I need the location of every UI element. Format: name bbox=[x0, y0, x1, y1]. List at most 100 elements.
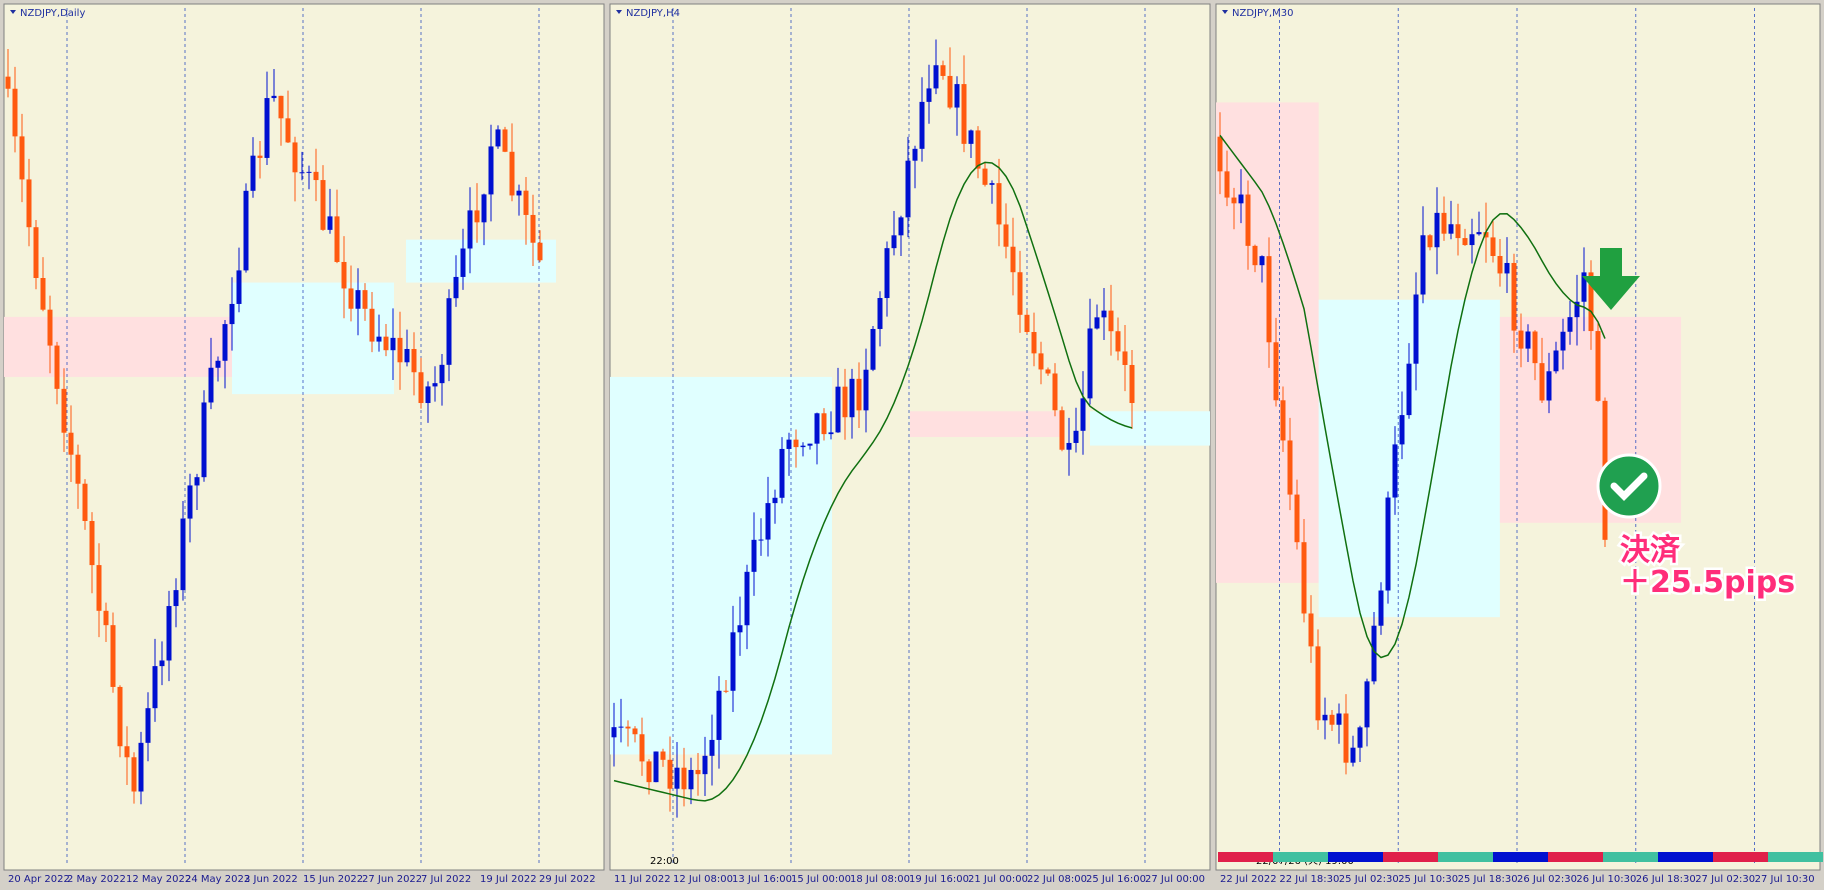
candle-body bbox=[523, 190, 529, 215]
candle-body bbox=[124, 746, 130, 758]
x-axis-label: 25 Jul 02:30 bbox=[1339, 874, 1399, 885]
candle-body bbox=[54, 345, 60, 389]
candle-body bbox=[1420, 235, 1426, 295]
candle-body bbox=[96, 565, 102, 611]
candle-body bbox=[1588, 272, 1594, 332]
candle-body bbox=[173, 590, 179, 607]
candle-body bbox=[912, 148, 918, 161]
candle-body bbox=[334, 216, 340, 262]
candle-body bbox=[1525, 331, 1531, 349]
candle-body bbox=[313, 171, 319, 181]
candle-body bbox=[264, 98, 270, 158]
x-axis-label: 11 Jul 2022 bbox=[614, 874, 671, 885]
zone-box bbox=[1216, 102, 1319, 583]
x-axis-label: 22 Jul 08:00 bbox=[1027, 874, 1087, 885]
candle-body bbox=[835, 386, 841, 433]
candle-body bbox=[723, 690, 729, 692]
candle-body bbox=[292, 142, 298, 173]
candle-body bbox=[1280, 400, 1286, 441]
candle-body bbox=[355, 290, 361, 309]
menu-marker bbox=[10, 10, 16, 14]
candle-body bbox=[1371, 625, 1377, 682]
candle-body bbox=[660, 751, 666, 760]
candle-body bbox=[1553, 350, 1559, 372]
x-axis-label: 15 Jun 2022 bbox=[303, 874, 363, 885]
check-mark bbox=[1610, 472, 1648, 501]
candle-body bbox=[1539, 363, 1545, 401]
candle-body bbox=[940, 65, 946, 76]
candle-body bbox=[1441, 212, 1447, 234]
candle-body bbox=[1350, 747, 1356, 763]
candle-body bbox=[215, 360, 221, 368]
signal-strip bbox=[1713, 852, 1768, 862]
candle-body bbox=[278, 95, 284, 119]
x-axis-label: 3 Jun 2022 bbox=[244, 874, 298, 885]
candle-body bbox=[1413, 294, 1419, 364]
candle-body bbox=[863, 369, 869, 411]
candle-body bbox=[1392, 444, 1398, 498]
signal-strip bbox=[1603, 852, 1658, 862]
candle-body bbox=[646, 761, 652, 783]
candle-body bbox=[856, 378, 862, 411]
x-axis-label: 29 Jul 2022 bbox=[539, 874, 596, 885]
candle-body bbox=[1308, 613, 1314, 647]
candle-body bbox=[1469, 234, 1475, 246]
candle-body bbox=[1017, 272, 1023, 315]
candle-body bbox=[1059, 410, 1065, 450]
panel-title: NZDJPY,H4 bbox=[626, 8, 680, 19]
candle-body bbox=[117, 686, 123, 747]
candle-body bbox=[159, 660, 165, 667]
candle-body bbox=[800, 445, 806, 448]
candle-body bbox=[1252, 245, 1258, 266]
candle-body bbox=[814, 413, 820, 444]
candle-body bbox=[1073, 430, 1079, 443]
candle-body bbox=[397, 337, 403, 363]
candle-body bbox=[145, 708, 151, 743]
candle-body bbox=[1546, 371, 1552, 401]
down-arrow bbox=[1582, 248, 1640, 310]
panel-background bbox=[3, 3, 605, 871]
signal-strip bbox=[1273, 852, 1328, 862]
candle-body bbox=[639, 734, 645, 762]
candle-body bbox=[320, 180, 326, 230]
candle-body bbox=[1080, 398, 1086, 431]
chart-panel: 22 Jul 2022 22 Jul 18:30 25 Jul 02:30 25 Ju… bbox=[1215, 3, 1821, 885]
candle-body bbox=[667, 759, 673, 789]
candle-body bbox=[681, 767, 687, 790]
candle-body bbox=[12, 88, 18, 137]
candle-body bbox=[383, 336, 389, 351]
candle-body bbox=[1448, 224, 1454, 234]
x-axis-label: 24 May 2022 bbox=[185, 874, 250, 885]
candle-body bbox=[1385, 497, 1391, 591]
candle-body bbox=[1476, 232, 1482, 235]
signal-strip bbox=[1658, 852, 1713, 862]
signal-strip bbox=[1493, 852, 1548, 862]
candle-body bbox=[779, 448, 785, 498]
candle-body bbox=[446, 298, 452, 365]
annotation-pips: ＋25.5pips bbox=[1620, 565, 1795, 600]
candle-body bbox=[509, 151, 515, 196]
candle-body bbox=[236, 270, 242, 304]
candle-body bbox=[1031, 332, 1037, 354]
candle-body bbox=[1266, 256, 1272, 343]
moving-average bbox=[1219, 134, 1606, 659]
signal-strip bbox=[1548, 852, 1603, 862]
x-axis-label: 20 Apr 2022 bbox=[8, 874, 70, 885]
candle-body bbox=[1336, 713, 1342, 725]
candle-body bbox=[537, 242, 543, 261]
candle-body bbox=[975, 130, 981, 169]
candle-body bbox=[688, 769, 694, 790]
candle-body bbox=[208, 367, 214, 403]
candle-body bbox=[1399, 415, 1405, 445]
candle-body bbox=[1511, 262, 1517, 331]
x-axis-label: 15 Jul 00:00 bbox=[791, 874, 851, 885]
moving-average bbox=[613, 161, 1133, 802]
candle-body bbox=[1497, 256, 1503, 274]
candle-body bbox=[1066, 442, 1072, 450]
candle-body bbox=[180, 518, 186, 591]
x-axis-label: 18 Jul 08:00 bbox=[850, 874, 910, 885]
candle-body bbox=[1294, 494, 1300, 543]
candle-body bbox=[989, 183, 995, 185]
